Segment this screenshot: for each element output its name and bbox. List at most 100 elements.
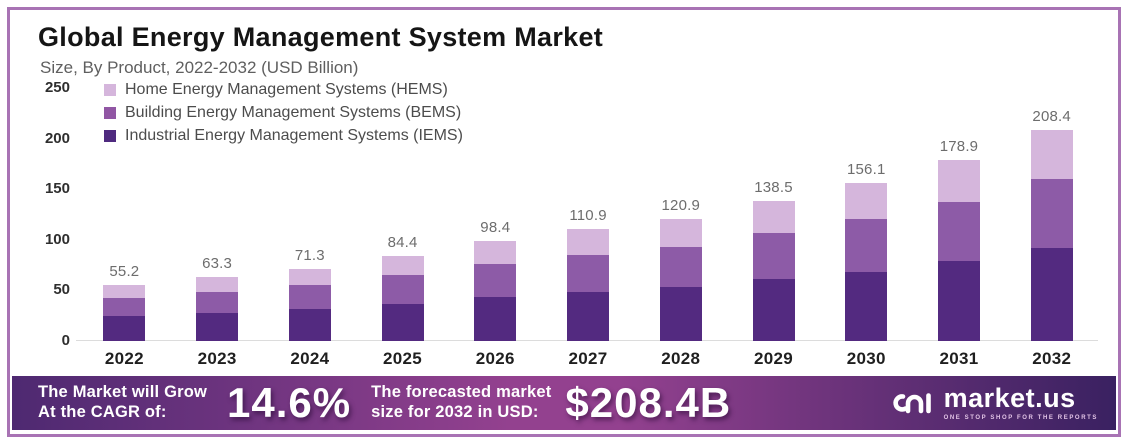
bar-segment-hems xyxy=(474,241,517,265)
bar-column-2024: 71.3 2024 xyxy=(263,88,356,369)
cagr-caption: The Market will Grow At the CAGR of: xyxy=(38,383,207,423)
cagr-caption-line2: At the CAGR of: xyxy=(38,403,167,421)
bar-segment-iems xyxy=(752,279,795,341)
x-tick-label: 2022 xyxy=(104,349,144,368)
bar-segment-hems xyxy=(937,160,980,202)
brand-text: market.us One stop shop for the reports xyxy=(943,383,1098,422)
y-tick-label: 250 xyxy=(44,79,70,96)
legend-swatch xyxy=(104,107,116,119)
bar-stack-area: 110.9 xyxy=(567,88,610,341)
bar-segment-bems xyxy=(103,298,146,317)
bar-segment-hems xyxy=(288,268,331,286)
x-tick-label: 2032 xyxy=(1032,349,1072,368)
bar-value-label: 156.1 xyxy=(846,161,886,179)
stacked-bar-2022 xyxy=(103,285,146,341)
x-tick-label: 2027 xyxy=(568,349,608,368)
cagr-caption-line1: The Market will Grow xyxy=(38,383,208,402)
bar-column-2025: 84.4 2025 xyxy=(356,88,449,369)
bar-segment-bems xyxy=(845,219,888,272)
bar-value-label: 71.3 xyxy=(294,246,325,264)
bar-segment-hems xyxy=(103,285,146,299)
bar-segment-hems xyxy=(196,276,239,292)
bar-segment-bems xyxy=(288,285,331,310)
x-tick-label: 2029 xyxy=(753,349,794,368)
bar-segment-iems xyxy=(288,309,331,341)
legend-item: Industrial Energy Management Systems (IE… xyxy=(104,126,463,146)
x-tick-label: 2031 xyxy=(939,349,979,368)
legend-label: Home Energy Management Systems (HEMS) xyxy=(125,81,448,98)
legend: Home Energy Management Systems (HEMS) Bui… xyxy=(104,80,463,146)
footer-banner: The Market will Grow At the CAGR of: 14.… xyxy=(12,376,1116,430)
y-tick-label: 50 xyxy=(53,281,70,299)
stacked-bar-2026 xyxy=(474,241,517,341)
bar-segment-hems xyxy=(381,255,424,276)
bar-segment-iems xyxy=(1030,248,1073,341)
bar-segment-iems xyxy=(381,303,424,341)
bar-stack-area: 63.3 xyxy=(196,88,239,341)
bar-stack-area: 138.5 xyxy=(752,88,795,341)
y-tick-label: 100 xyxy=(44,230,70,248)
bar-value-label: 110.9 xyxy=(569,206,607,224)
bars-container: 55.2 2022 63.3 2023 71.3 2024 84.4 2025 98.4 2026… xyxy=(76,88,1102,369)
bar-stack-area: 71.3 xyxy=(288,88,331,341)
bar-column-2026: 98.4 2026 xyxy=(449,88,542,369)
stacked-bar-2025 xyxy=(381,255,424,341)
bar-segment-iems xyxy=(845,271,888,341)
bar-stack-area: 98.4 xyxy=(474,88,517,341)
y-axis: 250 200 150 100 50 0 xyxy=(30,79,76,369)
bar-stack-area: 208.4 xyxy=(1030,88,1073,341)
plot-area: 55.2 2022 63.3 2023 71.3 2024 84.4 2025 98.4 2026… xyxy=(76,81,1102,369)
bar-value-label: 178.9 xyxy=(939,138,979,156)
bar-column-2032: 208.4 2032 xyxy=(1005,88,1098,369)
bar-column-2031: 178.9 2031 xyxy=(913,88,1006,369)
bar-segment-hems xyxy=(567,228,610,255)
bar-value-label: 120.9 xyxy=(661,196,701,214)
bar-value-label: 63.3 xyxy=(202,254,233,272)
bar-segment-hems xyxy=(752,200,795,234)
brand-name: market.us xyxy=(943,383,1076,413)
stacked-bar-2032 xyxy=(1030,130,1073,341)
stacked-bar-2031 xyxy=(937,160,980,341)
bar-stack-area: 84.4 xyxy=(381,88,424,341)
bar-stack-area: 55.2 xyxy=(103,88,146,341)
bar-segment-bems xyxy=(196,291,239,313)
legend-item: Building Energy Management Systems (BEMS… xyxy=(104,103,463,123)
x-tick-label: 2023 xyxy=(197,349,237,368)
stacked-bar-2029 xyxy=(752,200,795,341)
bar-column-2022: 55.2 2022 xyxy=(78,88,171,369)
bar-column-2023: 63.3 2023 xyxy=(171,88,264,369)
bar-column-2029: 138.5 2029 xyxy=(727,88,820,369)
cagr-value: 14.6% xyxy=(227,379,352,426)
x-tick-label: 2030 xyxy=(846,349,886,368)
bar-segment-bems xyxy=(567,254,610,292)
bar-column-2030: 156.1 2030 xyxy=(820,88,913,369)
forecast-caption-line1: The forecasted market xyxy=(371,383,552,402)
bar-segment-iems xyxy=(196,312,239,341)
market-us-swirl-icon xyxy=(892,393,931,414)
bar-segment-hems xyxy=(1030,130,1073,179)
bar-value-label: 208.4 xyxy=(1032,108,1071,126)
legend-swatch xyxy=(104,84,116,96)
bar-segment-bems xyxy=(937,201,980,262)
legend-label: Building Energy Management Systems (BEMS… xyxy=(125,104,462,121)
bar-value-label: 98.4 xyxy=(480,219,511,237)
stacked-bar-2024 xyxy=(288,268,331,341)
chart-area: 250 200 150 100 50 0 55.2 2022 63.3 2023 71.3 2024… xyxy=(30,79,1102,369)
legend-item: Home Energy Management Systems (HEMS) xyxy=(104,80,463,100)
legend-swatch xyxy=(104,130,116,142)
bar-segment-bems xyxy=(1030,178,1073,249)
y-tick-label: 0 xyxy=(61,332,70,349)
brand-logo: market.us One stop shop for the reports xyxy=(888,385,1098,421)
bar-stack-area: 178.9 xyxy=(937,88,980,341)
y-tick-label: 150 xyxy=(44,180,70,198)
y-tick-label: 200 xyxy=(44,129,70,147)
stacked-bar-2030 xyxy=(845,183,888,341)
x-tick-label: 2026 xyxy=(475,349,515,368)
bar-segment-iems xyxy=(937,261,980,341)
forecast-value: $208.4B xyxy=(565,379,732,426)
x-tick-label: 2024 xyxy=(290,349,330,368)
bar-segment-iems xyxy=(659,287,702,341)
chart-title: Global Energy Management System Market xyxy=(38,22,604,52)
bar-segment-bems xyxy=(474,264,517,298)
bar-segment-hems xyxy=(659,218,702,247)
